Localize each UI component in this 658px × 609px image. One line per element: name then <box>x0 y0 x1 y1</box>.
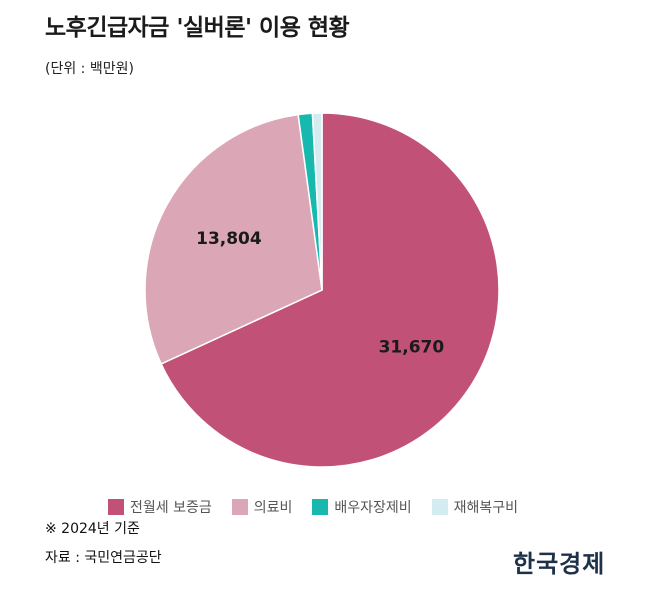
publisher-logo: 한국경제 <box>513 549 606 578</box>
chart-title: 노후긴급자금 '실버론' 이용 현황 <box>45 15 350 41</box>
legend-swatch-medical <box>231 499 248 515</box>
legend-label-funeral: 배우자장제비 <box>334 500 412 516</box>
legend-label-disaster: 재해복구비 <box>453 500 519 516</box>
pie-slice-disaster <box>311 112 323 291</box>
data-label-medical: 13,804 <box>196 229 262 249</box>
legend-item-jeonwolse: 전월세 보증금 <box>108 497 212 517</box>
data-label-jeonwolse: 31,670 <box>379 337 445 357</box>
unit-label: (단위 : 백만원) <box>45 61 134 77</box>
legend-swatch-jeonwolse <box>108 499 124 515</box>
pie-slice-jeonwolse <box>160 112 500 468</box>
note-text: ※ 2024년 기준 <box>45 521 140 537</box>
legend-swatch-disaster <box>431 499 448 515</box>
pie-slice-medical <box>144 113 323 365</box>
legend-label-jeonwolse: 전월세 보증금 <box>130 500 212 516</box>
source-text: 자료 : 국민연금공단 <box>45 550 162 566</box>
legend-item-funeral: 배우자장제비 <box>312 497 412 517</box>
legend-item-medical: 의료비 <box>231 497 293 517</box>
legend-item-disaster: 재해복구비 <box>431 497 519 517</box>
chart-legend: 전월세 보증금 의료비 배우자장제비 재해복구비 <box>108 497 538 517</box>
legend-swatch-funeral <box>312 499 329 515</box>
legend-label-medical: 의료비 <box>253 500 293 516</box>
